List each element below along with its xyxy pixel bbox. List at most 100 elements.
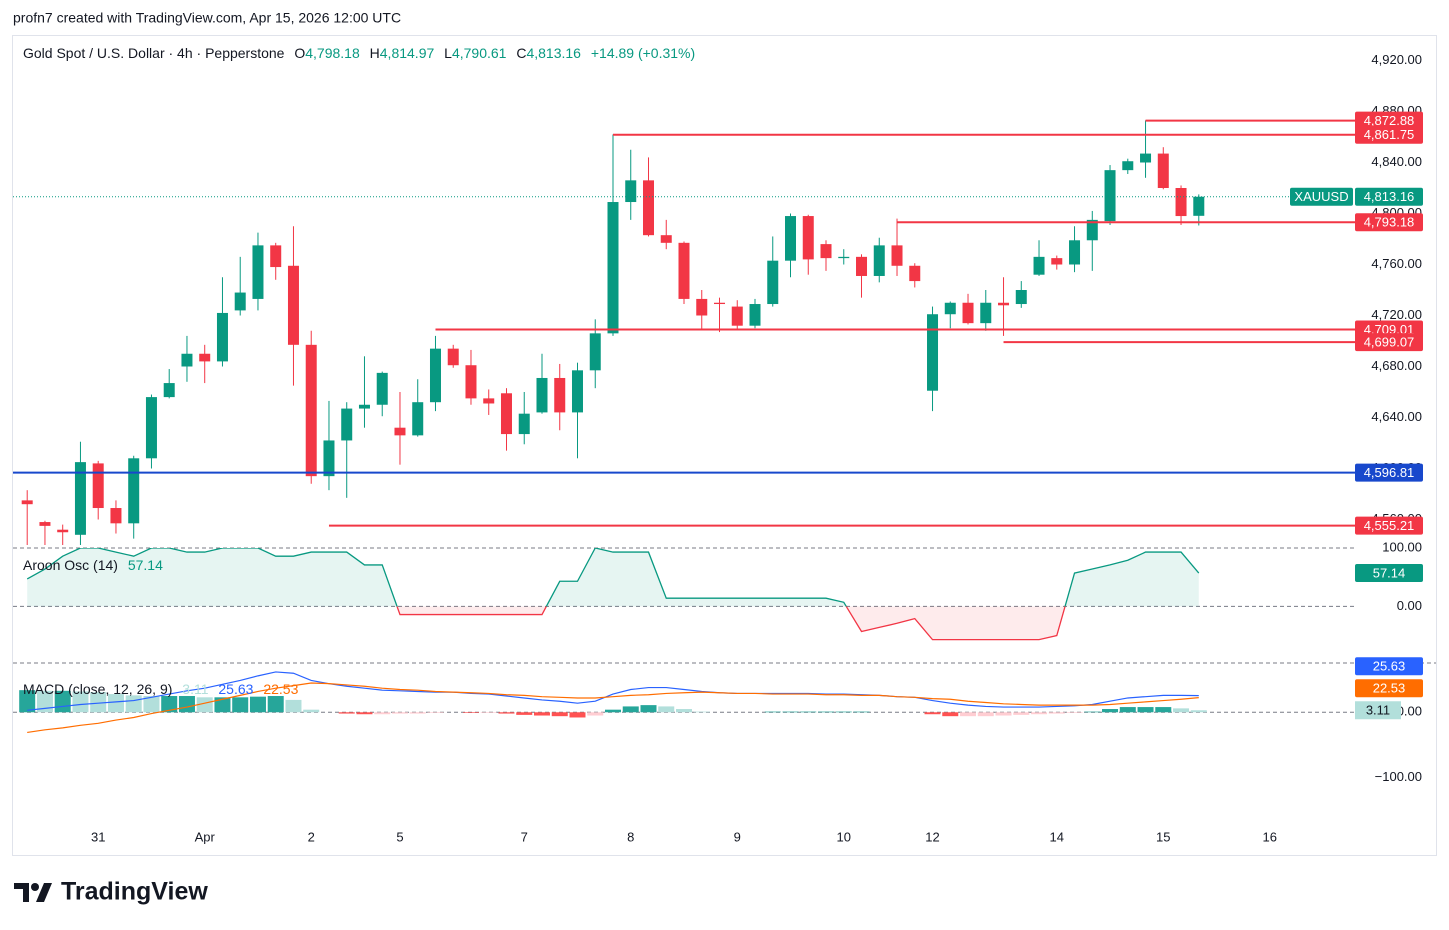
y-tick-label: 4,760.00 [1371, 256, 1422, 271]
price-level-label-bg [1355, 463, 1423, 482]
legend-key: C [516, 45, 526, 61]
candle-body [57, 529, 69, 533]
legend: Gold Spot / U.S. Dollar · 4h · Peppersto… [23, 45, 695, 61]
histogram-bar [960, 712, 977, 717]
signal-value-label-bg [1355, 679, 1423, 698]
macd-pane: 0.00 −100.00 25.63 22.53 3.11 [13, 657, 1423, 784]
histogram-bar [693, 711, 710, 713]
signal-value: 22.53 [263, 681, 298, 697]
candle-body [270, 245, 282, 268]
y-tick-label: 0.00 [1397, 704, 1422, 719]
candle-body [21, 500, 33, 505]
histogram-bar [1102, 709, 1119, 713]
symbol-label: XAUUSD [1294, 189, 1348, 204]
histogram-bar [587, 712, 604, 716]
candle-body [980, 302, 992, 324]
price-level-label-bg [1355, 111, 1423, 130]
candle-body [714, 302, 726, 305]
candle-body [92, 463, 104, 509]
histogram-bar [1048, 712, 1065, 714]
legend-value: 4,798.18 [305, 45, 360, 61]
x-tick-label: 12 [925, 829, 939, 844]
legend-key: L [444, 45, 452, 61]
macd-title: MACD (close, 12, 26, 9) [23, 681, 172, 697]
candle-body [323, 440, 335, 477]
candle-body [1104, 170, 1116, 222]
aroon-line [26, 548, 1200, 641]
histogram-bar [374, 712, 391, 715]
brand: TradingView [61, 878, 208, 906]
y-tick-label: −100.00 [1375, 769, 1422, 784]
signal-line [27, 682, 1199, 734]
histogram-bar [533, 712, 550, 716]
histogram-bar [818, 711, 835, 713]
x-tick-label: 14 [1050, 829, 1064, 844]
candle-body [1051, 258, 1063, 265]
legend-value: 4,813.16 [526, 45, 581, 61]
histogram-bar [1190, 710, 1207, 713]
candle-body [341, 408, 353, 441]
candle-body [625, 180, 637, 203]
aroon-legend: Aroon Osc (14) 57.14 [23, 557, 163, 573]
aroon-area [27, 548, 1199, 640]
legend-key: H [370, 45, 380, 61]
brand-logo [14, 883, 52, 902]
price-level-label-bg [1355, 516, 1423, 535]
histogram-bar [303, 709, 320, 713]
macd-value-label: 25.63 [1373, 659, 1406, 674]
histogram-bar [1066, 712, 1083, 713]
histogram-bar [977, 712, 994, 717]
y-tick-label: 4,920.00 [1371, 52, 1422, 67]
candle-body [856, 256, 868, 276]
candle-body [429, 348, 441, 403]
macd-value-label-bg [1355, 657, 1423, 676]
legend-value: 4,814.97 [380, 45, 435, 61]
histogram-bar [1084, 711, 1101, 713]
macd-value: 25.63 [218, 681, 253, 697]
candle-body [1086, 219, 1098, 241]
histogram-bar [409, 712, 426, 714]
histogram-bar [356, 712, 373, 715]
histogram-bar [36, 690, 53, 713]
candle-body [998, 302, 1010, 306]
histogram-bar [658, 706, 675, 713]
y-tick-label: 4,720.00 [1371, 307, 1422, 322]
macd-legend: MACD (close, 12, 26, 9) 3.11 25.63 22.53 [23, 681, 299, 697]
candle-body [358, 404, 370, 409]
candle-body [128, 458, 140, 524]
price-level-label: 4,699.07 [1364, 335, 1415, 350]
candle-body [873, 245, 885, 276]
histogram-bar [107, 694, 124, 713]
candle-body [660, 235, 672, 243]
macd [19, 671, 1207, 734]
histogram-bar [764, 711, 781, 713]
price-level-label: 4,861.75 [1364, 127, 1415, 142]
candle-body [909, 265, 921, 282]
aroon-title: Aroon Osc (14) [23, 557, 118, 573]
aroon [26, 548, 1200, 641]
histogram-bar [143, 696, 160, 713]
x-tick-label: Apr [195, 829, 216, 844]
x-tick-label: 16 [1263, 829, 1277, 844]
histogram-bar [516, 712, 533, 715]
histogram-bar [835, 711, 852, 713]
candle-body [536, 377, 548, 413]
y-tick-label: 0.00 [1397, 598, 1422, 613]
histogram-bar [498, 712, 515, 714]
candle-body [607, 202, 619, 334]
histogram-bar [1013, 712, 1030, 715]
symbol-label-bg [1290, 187, 1353, 206]
aroon-value: 57.14 [128, 557, 163, 573]
candle-body [394, 427, 406, 436]
candle-body [731, 306, 743, 326]
histogram-bar [924, 712, 941, 715]
signal-value-label: 22.53 [1373, 681, 1406, 696]
x-tick-label: 31 [91, 829, 105, 844]
candle-body [962, 302, 974, 324]
x-tick-label: 2 [308, 829, 315, 844]
candle-body [39, 522, 51, 526]
y-tick-label: 4,840.00 [1371, 154, 1422, 169]
candle-body [1193, 196, 1205, 216]
y-tick-label: 4,640.00 [1371, 409, 1422, 424]
